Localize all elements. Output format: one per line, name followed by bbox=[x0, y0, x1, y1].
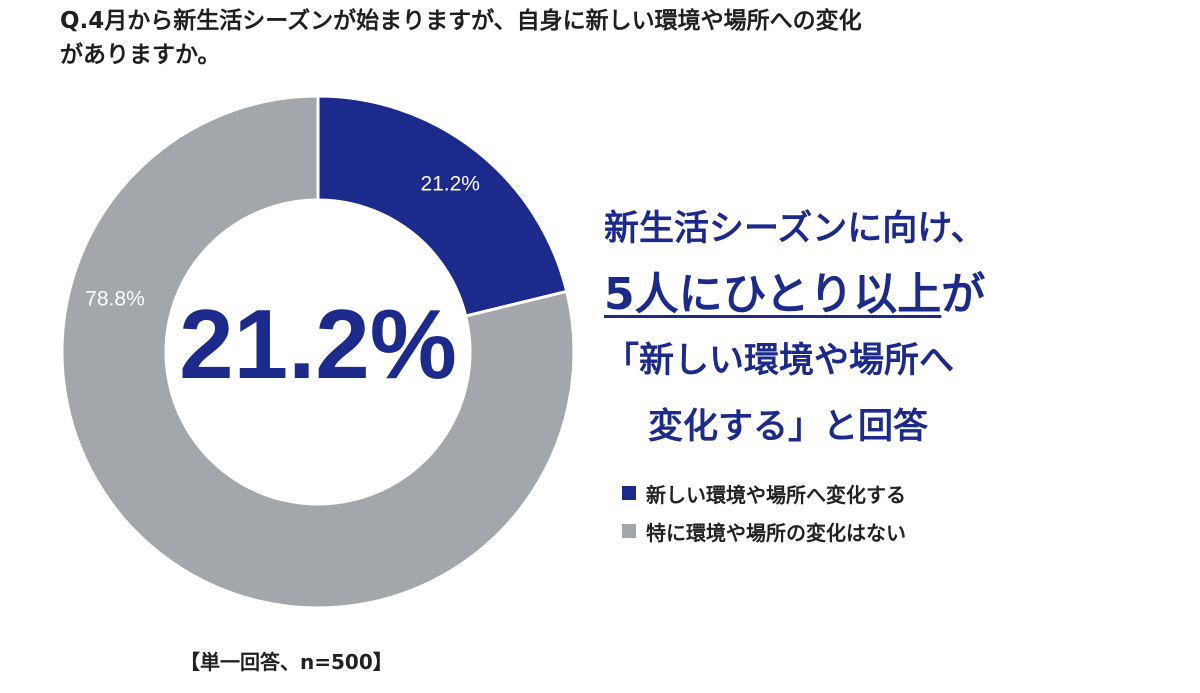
donut-slice-labels: 21.2% 78.8% bbox=[85, 173, 480, 311]
headline-line-2-suffix: が bbox=[941, 269, 986, 320]
legend-swatch-change bbox=[622, 486, 636, 500]
headline-line-4: 変化する」と回答 bbox=[648, 407, 929, 447]
sample-note: 【単一回答、n=500】 bbox=[180, 650, 393, 674]
headline: 新生活シーズンに向け、 5人にひとり以上が 「新しい環境や場所へ 変化する」と回… bbox=[604, 196, 1164, 460]
headline-emphasis: 5人にひとり以上 bbox=[604, 269, 942, 320]
legend-swatch-no-change bbox=[622, 524, 636, 538]
legend-label-change: 新しい環境や場所へ変化する bbox=[646, 482, 906, 507]
donut-slices bbox=[60, 94, 576, 610]
donut-slice-1 bbox=[60, 94, 576, 610]
question-line-1: Q.4月から新生活シーズンが始まりますが、自身に新しい環境や場所への変化 bbox=[60, 8, 862, 34]
donut-center-label: 21.2% bbox=[179, 289, 457, 399]
legend-item-change: 新しい環境や場所へ変化する bbox=[622, 474, 906, 512]
donut-slice-label-1: 78.8% bbox=[85, 287, 145, 310]
legend-item-no-change: 特に環境や場所の変化はない bbox=[622, 512, 906, 550]
headline-line-1: 新生活シーズンに向け、 bbox=[604, 209, 986, 249]
question-text: Q.4月から新生活シーズンが始まりますが、自身に新しい環境や場所への変化 があり… bbox=[60, 4, 1180, 72]
legend-label-no-change: 特に環境や場所の変化はない bbox=[646, 520, 906, 545]
legend: 新しい環境や場所へ変化する 特に環境や場所の変化はない bbox=[622, 474, 906, 550]
question-line-2: がありますか。 bbox=[60, 42, 221, 68]
headline-line-3: 「新しい環境や場所へ bbox=[604, 341, 955, 381]
donut-slice-label-0: 21.2% bbox=[420, 173, 480, 196]
donut-slice-0 bbox=[316, 94, 569, 318]
headline-line-2: 5人にひとり以上が bbox=[604, 262, 1164, 328]
